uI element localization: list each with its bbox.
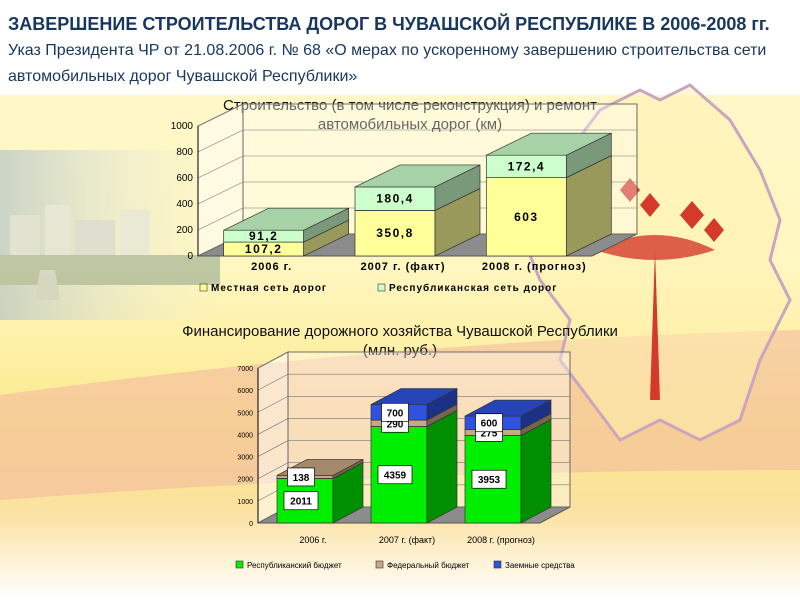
fin-y-tick-label: 4000 xyxy=(237,432,253,439)
roads-data-label: 107,2 xyxy=(245,242,283,256)
roads-data-label: 91,2 xyxy=(249,229,278,243)
roads-y-tick-label: 800 xyxy=(176,147,193,158)
fin-data-label-box xyxy=(475,413,503,433)
fin-y-tick-label: 1000 xyxy=(237,499,253,506)
roads-grid-side xyxy=(197,207,244,231)
fin-data-label: 275 xyxy=(481,428,498,439)
roads-data-label: 350,8 xyxy=(376,226,414,240)
chart-title-roads: Строительство (в том числе реконструкция… xyxy=(222,97,598,133)
fin-grid-side xyxy=(257,440,289,457)
roads-bar-2-1 xyxy=(223,207,350,243)
city-photo xyxy=(0,150,230,320)
fin-data-label: 290 xyxy=(387,419,404,430)
roads-legend-swatch xyxy=(199,283,208,292)
fin-category-label: 2006 г. xyxy=(299,535,326,545)
roads-bar-top xyxy=(486,132,612,156)
fin-data-label-box xyxy=(287,467,315,487)
fin-y-tick-label: 3000 xyxy=(237,455,253,462)
roads-category-label: 2007 г. (факт) xyxy=(360,261,445,273)
roads-bar-top xyxy=(354,164,481,188)
fin-legend-swatch xyxy=(375,560,384,569)
fin-data-label-box xyxy=(471,469,507,489)
roads-y-tick-label: 0 xyxy=(187,251,193,262)
fin-legend-swatch xyxy=(493,560,502,569)
fin-y-tick-label: 2000 xyxy=(237,477,253,484)
fin-y-tick-label: 7000 xyxy=(237,366,253,373)
fin-grid-side xyxy=(257,462,289,479)
roads-y-tick-label: 600 xyxy=(176,173,193,184)
fin-data-label-box xyxy=(283,491,319,511)
fin-data-label: 700 xyxy=(387,408,404,419)
roads-bar-2-3 xyxy=(485,132,612,179)
fin-data-label-box xyxy=(381,402,409,422)
fin-y-tick-label: 5000 xyxy=(237,410,253,417)
roads-grid-side xyxy=(197,155,244,179)
roads-bar-front xyxy=(354,210,436,257)
fin-data-label: 600 xyxy=(481,419,498,430)
roads-category-label: 2008 г. (прогноз) xyxy=(482,261,587,273)
roads-bar-2-2 xyxy=(354,164,481,211)
fin-data-label: 4359 xyxy=(384,471,407,482)
fin-category-label: 2008 г. (прогноз) xyxy=(467,535,535,545)
roads-legend-swatch xyxy=(377,283,386,292)
roads-y-tick-label: 1000 xyxy=(171,121,194,132)
roads-grid-side xyxy=(197,103,244,127)
roads-y-tick-label: 400 xyxy=(176,199,193,210)
roads-data-label: 172,4 xyxy=(508,159,546,173)
fin-data-label: 3953 xyxy=(478,475,501,486)
roads-grid-side xyxy=(197,181,244,205)
fin-data-label: 138 xyxy=(293,473,310,484)
fin-grid-side xyxy=(257,396,289,413)
roads-bar-top xyxy=(223,207,349,231)
fin-grid-side xyxy=(257,418,289,435)
fin-data-label-box xyxy=(377,465,413,485)
roads-legend-label: Республиканская сеть дорог xyxy=(389,282,557,294)
roads-data-label: 603 xyxy=(514,210,539,224)
fin-legend-swatch xyxy=(235,560,244,569)
chart-title-financing: Финансирование дорожного хозяйства Чуваш… xyxy=(182,323,618,359)
emblem-ornament xyxy=(595,178,724,400)
fin-legend-label: Республиканский бюджет xyxy=(247,561,342,570)
roads-category-label: 2006 г. xyxy=(251,261,292,273)
roads-bar-front xyxy=(485,177,567,257)
fin-bar-side xyxy=(426,409,458,524)
fin-y-tick-label: 6000 xyxy=(237,388,253,395)
fin-grid-side xyxy=(257,373,289,391)
fin-category-label: 2007 г. (факт) xyxy=(379,535,435,545)
roads-legend-label: Местная сеть дорог xyxy=(211,283,327,294)
fin-legend-label: Заемные средства xyxy=(505,561,575,570)
fin-data-label: 2011 xyxy=(290,497,312,508)
fin-legend-label: Федеральный бюджет xyxy=(387,561,470,570)
roads-y-tick-label: 200 xyxy=(176,225,193,236)
fin-grid-side xyxy=(257,351,289,369)
slide-title: ЗАВЕРШЕНИЕ СТРОИТЕЛЬСТВА ДОРОГ В ЧУВАШСК… xyxy=(8,14,770,85)
fin-bar-side xyxy=(520,418,552,524)
roads-grid-side xyxy=(197,129,244,153)
roads-data-label: 180,4 xyxy=(376,192,414,206)
fin-y-tick-label: 0 xyxy=(249,521,253,528)
